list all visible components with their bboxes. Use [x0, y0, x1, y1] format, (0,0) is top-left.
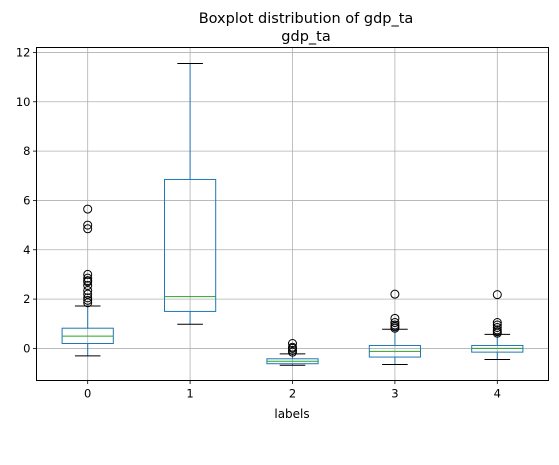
box-series [61, 63, 524, 366]
y-tick-label: 2 [23, 292, 30, 306]
y-tick-label: 0 [23, 341, 30, 355]
outlier-point [492, 325, 502, 335]
outlier-point [288, 342, 297, 352]
x-tick-label: 2 [289, 387, 296, 401]
x-axis-label: labels [274, 407, 309, 421]
outlier-point [83, 220, 93, 230]
box-group-1 [164, 63, 217, 325]
outlier-point [83, 285, 93, 295]
outlier-point [492, 322, 502, 332]
outlier-point [83, 289, 93, 299]
outlier-point [390, 313, 400, 323]
grid-lines [36, 47, 549, 381]
outlier-point [83, 273, 93, 283]
outlier-point [390, 289, 400, 299]
iqr-box [164, 178, 217, 312]
y-tick-label: 8 [23, 144, 30, 158]
chart-title: gdp_ta [281, 29, 330, 45]
y-tick-label: 4 [23, 243, 30, 257]
x-tick-label: 1 [186, 387, 193, 401]
outlier-point [83, 293, 93, 303]
outlier-point [390, 320, 400, 330]
outlier-point [288, 339, 297, 348]
box-group-0 [61, 204, 114, 357]
outlier-point [492, 318, 502, 328]
outlier-point [83, 298, 93, 308]
outlier-point [83, 204, 93, 214]
chart-suptitle: Boxplot distribution of gdp_ta [199, 11, 414, 27]
outlier-point [492, 320, 502, 330]
outlier-point [83, 281, 93, 291]
x-tick-label: 0 [84, 387, 91, 401]
outlier-point [83, 295, 93, 305]
outlier-point [83, 269, 93, 279]
outlier-point [390, 318, 400, 328]
y-tick-label: 12 [16, 45, 31, 59]
box-group-3 [368, 289, 421, 365]
outlier-point [83, 276, 93, 286]
box-group-2 [266, 339, 319, 366]
x-tick-label: 4 [494, 387, 501, 401]
outlier-point [83, 224, 93, 234]
y-tick-label: 6 [23, 193, 30, 207]
y-tick-label: 10 [16, 95, 31, 109]
x-tick-label: 3 [391, 387, 398, 401]
outlier-point [492, 290, 502, 300]
box-group-4 [471, 290, 524, 361]
